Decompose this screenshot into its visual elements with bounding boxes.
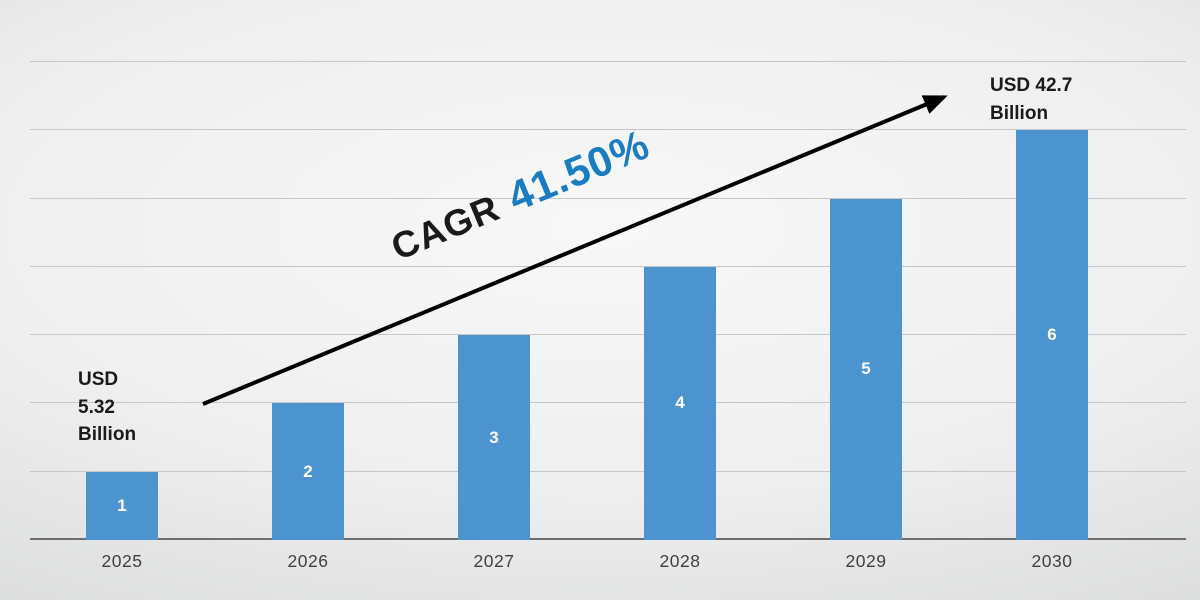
x-tick-label: 2025 [101,551,143,571]
bar-value-label: 6 [1047,325,1057,345]
x-tick-label: 2026 [287,551,329,571]
x-tick-label: 2028 [659,551,701,571]
bar-value-label: 3 [489,427,499,447]
bar-2026: 2 [272,403,344,540]
x-tick-label: 2029 [845,551,887,571]
bar-2028: 4 [644,266,716,540]
x-tick-label: 2030 [1031,551,1073,571]
bar-2030: 6 [1016,130,1088,540]
gridline [30,470,1186,472]
bar-value-label: 1 [117,495,127,515]
bar-2027: 3 [458,335,530,540]
bar-2025: 1 [86,471,158,540]
end-value-annotation: USD 42.7 Billion [990,75,1073,124]
gridline [30,61,1186,62]
x-tick-label: 2027 [473,551,515,571]
bar-2029: 5 [830,198,902,540]
bar-value-label: 2 [303,461,313,481]
bar-value-label: 5 [861,359,871,379]
x-axis: 2025 2026 2027 2028 2029 2030 [29,551,1145,577]
start-value-annotation: USD 5.32 Billion [78,369,137,446]
bar-value-label: 4 [675,393,685,413]
x-axis-line [30,538,1186,540]
plot-area: 1 2 3 4 5 6 [29,62,1145,540]
